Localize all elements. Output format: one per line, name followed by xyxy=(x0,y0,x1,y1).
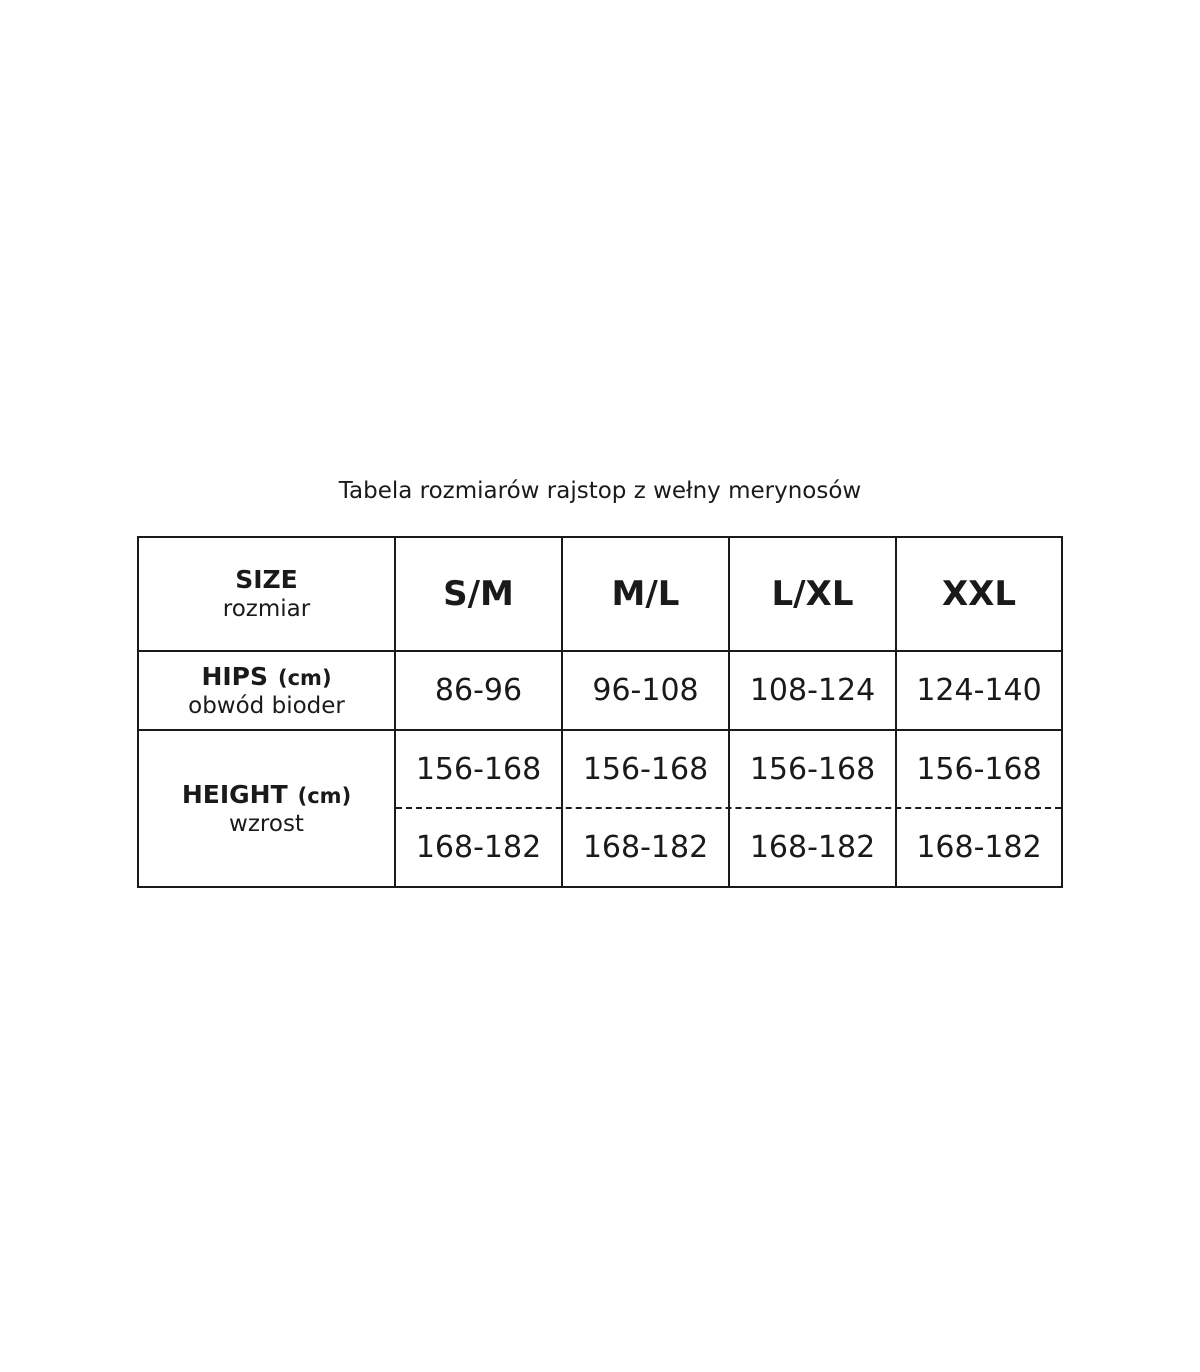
size-lxl: L/XL xyxy=(771,574,854,614)
hips-label: HIPS xyxy=(201,661,269,691)
height-value: 168-182 xyxy=(415,830,542,865)
size-sm: S/M xyxy=(443,574,514,614)
divider xyxy=(561,538,563,886)
height-unit: (cm) xyxy=(297,783,352,808)
hips-value: 108-124 xyxy=(749,673,876,708)
divider xyxy=(728,538,730,886)
size-header-cell: SIZE rozmiar xyxy=(139,538,394,650)
hips-header-cell: HIPS (cm) obwód bioder xyxy=(139,652,394,729)
height-sublabel: wzrost xyxy=(229,810,304,837)
hips-unit: (cm) xyxy=(278,665,332,690)
divider xyxy=(895,538,897,886)
hips-value: 124-140 xyxy=(916,673,1042,708)
height-value: 156-168 xyxy=(582,751,709,787)
height-value: 168-182 xyxy=(582,830,709,865)
divider xyxy=(139,650,1061,652)
hips-sublabel: obwód bioder xyxy=(188,692,345,719)
divider xyxy=(394,538,396,886)
dashed-divider xyxy=(396,807,1061,809)
height-value: 156-168 xyxy=(415,751,542,787)
size-table: SIZE rozmiar S/M M/L L/XL XXL HIPS (cm) o… xyxy=(137,536,1063,888)
height-value: 168-182 xyxy=(749,830,876,865)
divider xyxy=(139,729,1061,731)
size-ml: M/L xyxy=(611,574,680,614)
height-header-cell: HEIGHT (cm) wzrost xyxy=(139,731,394,886)
height-value: 168-182 xyxy=(916,830,1042,865)
chart-title: Tabela rozmiarów rajstop z wełny merynos… xyxy=(338,478,862,504)
height-value: 156-168 xyxy=(916,751,1042,787)
hips-value: 96-108 xyxy=(592,673,699,708)
height-value: 156-168 xyxy=(749,751,876,787)
height-label: HEIGHT xyxy=(181,779,288,809)
hips-value: 86-96 xyxy=(434,673,523,708)
size-label: SIZE xyxy=(235,565,298,594)
size-sublabel: rozmiar xyxy=(222,596,311,622)
size-xxl: XXL xyxy=(941,574,1017,614)
